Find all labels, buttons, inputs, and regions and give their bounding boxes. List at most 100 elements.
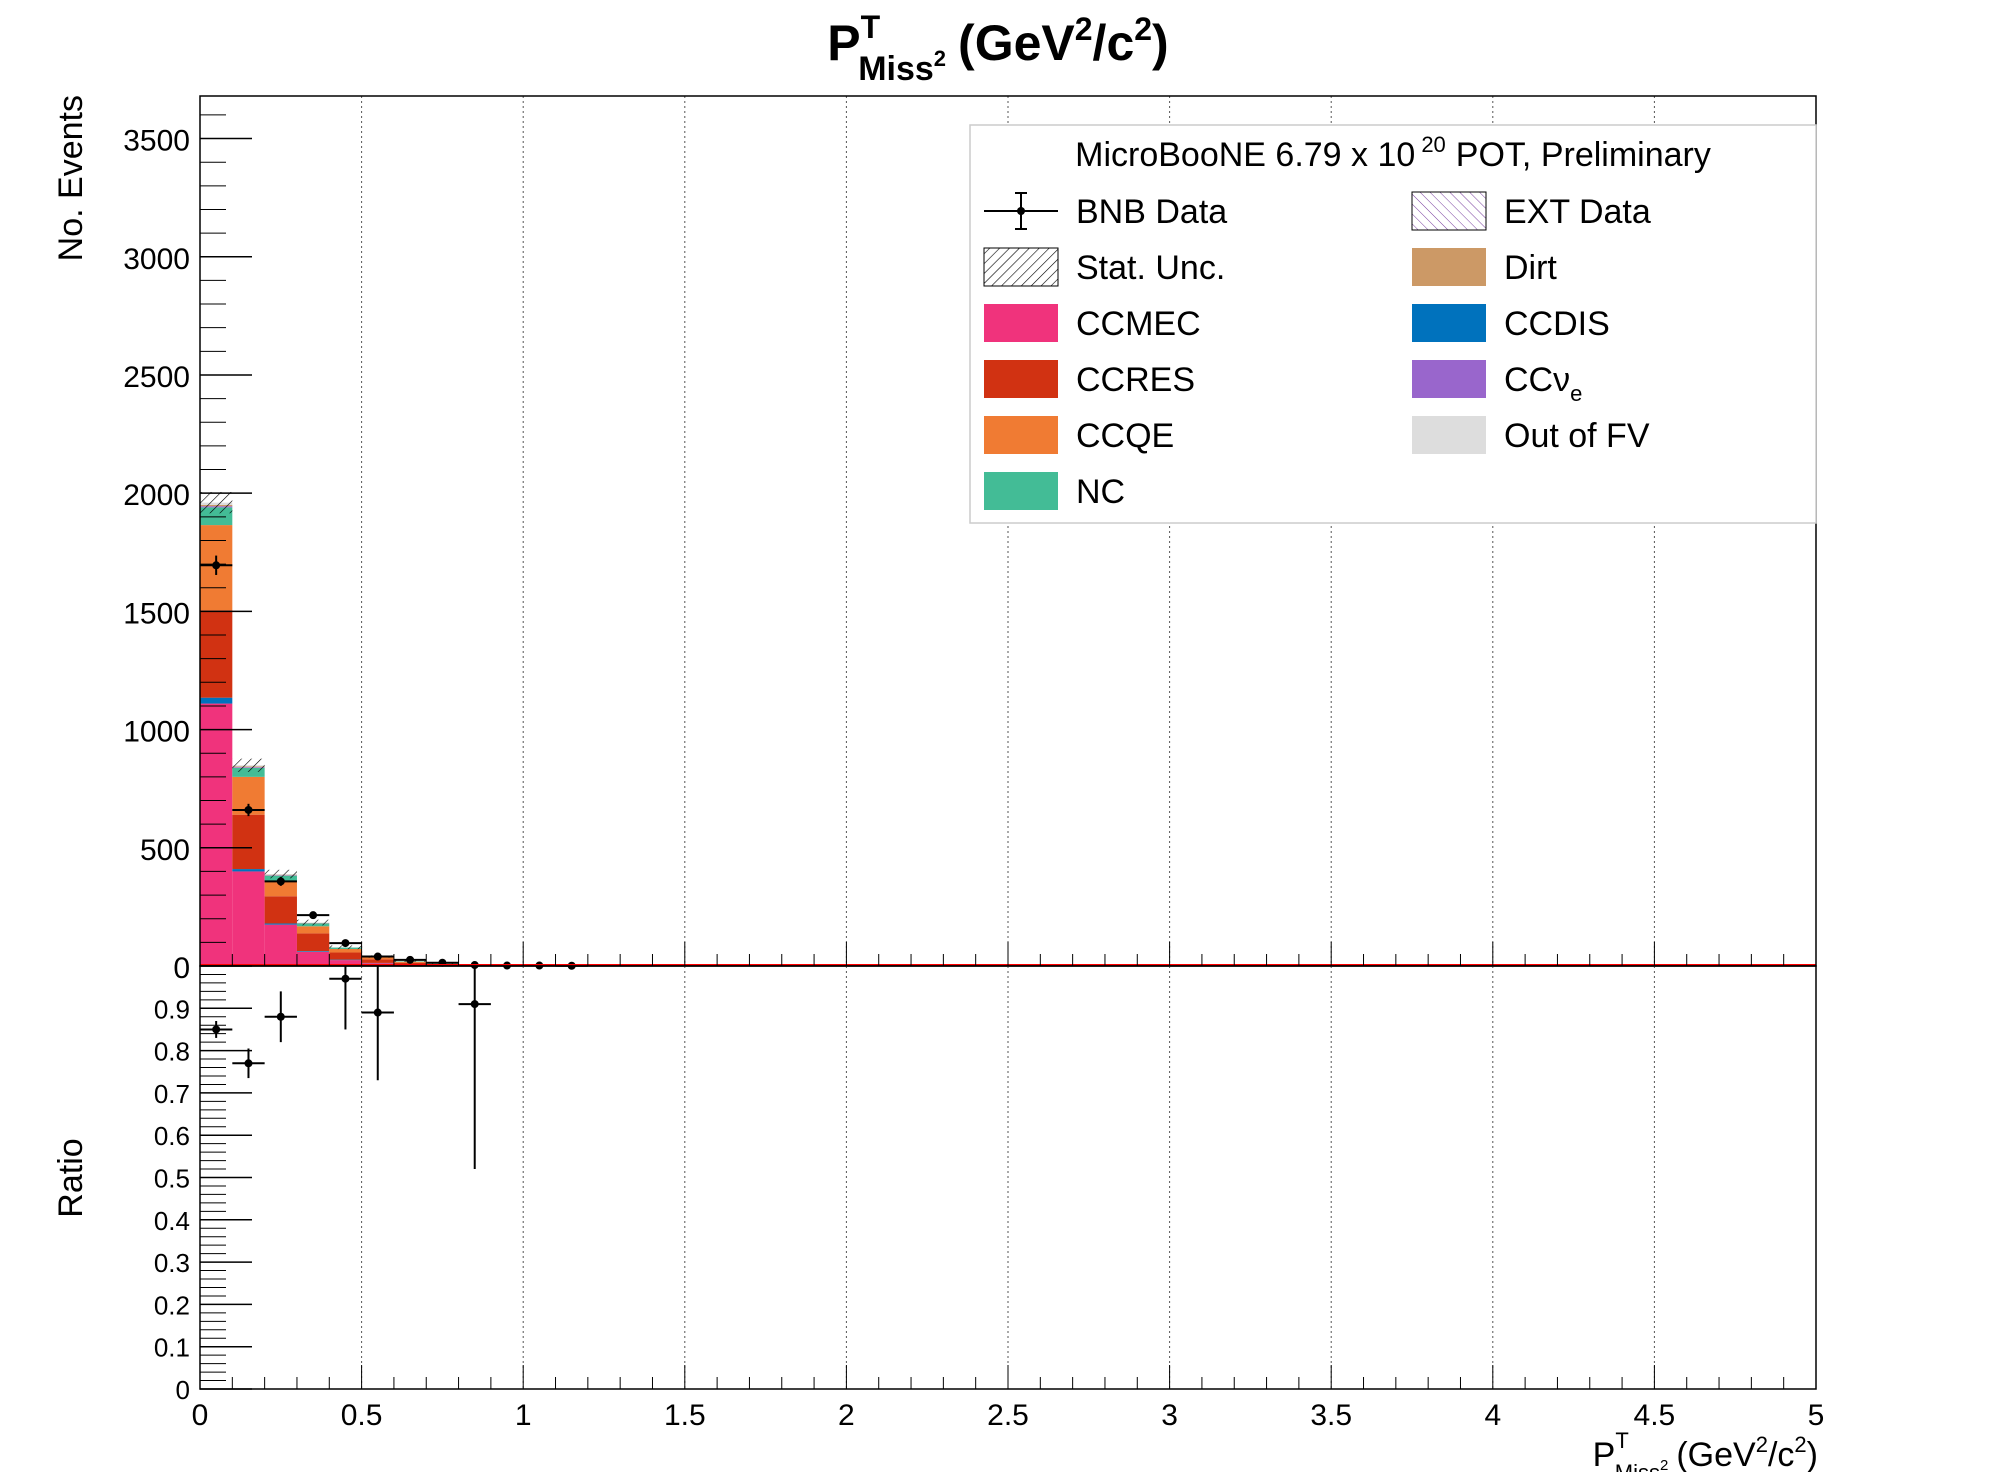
bar-nc xyxy=(232,767,265,777)
top-y-tick-label: 1500 xyxy=(123,597,190,630)
data-point xyxy=(309,911,318,920)
legend-label-right: CCνe xyxy=(1504,361,1582,406)
legend-swatch-stat-unc xyxy=(983,247,1059,287)
bar-ccmec xyxy=(200,703,233,966)
legend-swatch-data-marker xyxy=(1017,207,1025,215)
bottom-y-axis-label: Ratio xyxy=(52,1138,90,1217)
bottom-x-tick-label: 4 xyxy=(1484,1399,1501,1432)
bottom-x-tick-label: 2 xyxy=(838,1399,855,1432)
legend-entries: BNB Data Stat. Unc. CCMEC CCRES CCQE NC EXT Da… xyxy=(983,191,1651,511)
legend-swatch-ccdis xyxy=(1412,304,1486,342)
top-y-axis-label: No. Events xyxy=(52,95,90,261)
data-point xyxy=(276,877,285,886)
top-y-tick-label: 3500 xyxy=(123,125,190,158)
bottom-x-tick-label: 1.5 xyxy=(664,1399,706,1432)
bar-ccqe xyxy=(264,880,297,897)
top-y-axis: 0 500 1000 1500 2000 2500 3000 3500 xyxy=(123,114,252,985)
bar-ccqe xyxy=(329,948,362,953)
bar-ccdis xyxy=(296,951,330,952)
data-point xyxy=(212,561,221,570)
legend-swatch-out-of-fv xyxy=(1412,416,1486,454)
legend-label-left: CCRES xyxy=(1076,361,1195,399)
legend: MicroBooNE 6.79 x 10 20 POT, Preliminary B… xyxy=(969,124,1817,524)
bar-ccres xyxy=(296,933,330,952)
ratio-point xyxy=(276,1012,285,1021)
bar-ccmec xyxy=(296,951,330,966)
bottom-gridlines xyxy=(361,966,1655,1389)
bottom-x-tick-label: 0.5 xyxy=(341,1399,383,1432)
legend-label-left: NC xyxy=(1076,473,1125,511)
bottom-y-tick-label: 0.5 xyxy=(154,1164,190,1194)
bar-ccdis xyxy=(200,697,233,704)
bar-ccmec xyxy=(232,871,265,966)
top-y-tick-label: 0 xyxy=(173,952,190,985)
bar-ccdis xyxy=(264,923,297,925)
legend-label-right: CCDIS xyxy=(1504,305,1610,343)
ratio-point xyxy=(470,1000,479,1009)
legend-swatch-cc- xyxy=(1412,360,1486,398)
bottom-x-tick-label: 4.5 xyxy=(1634,1399,1676,1432)
legend-label-right: EXT Data xyxy=(1504,193,1651,231)
bottom-x-tick-label: 5 xyxy=(1808,1399,1825,1432)
data-point xyxy=(244,805,253,814)
legend-label-left: CCQE xyxy=(1076,417,1174,455)
bottom-y-tick-label: 0.9 xyxy=(154,994,190,1024)
bottom-y-tick-label: 0.3 xyxy=(154,1248,190,1278)
legend-swatch-ccres xyxy=(984,360,1058,398)
legend-swatch-ccqe xyxy=(984,416,1058,454)
legend-swatch-dirt xyxy=(1412,248,1486,286)
legend-label-left: BNB Data xyxy=(1076,193,1227,231)
bottom-x-tick-label: 2.5 xyxy=(987,1399,1029,1432)
ratio-point xyxy=(212,1025,221,1034)
bar-ccdis xyxy=(232,869,265,872)
bottom-x-tick-label: 3 xyxy=(1161,1399,1178,1432)
bottom-x-tick-label: 1 xyxy=(515,1399,532,1432)
bottom-x-axis: 0 0.5 1 1.5 2 2.5 3 3.5 4 4.5 5 xyxy=(192,1365,1825,1432)
stat-unc-band xyxy=(232,758,265,772)
stacked-bars xyxy=(200,502,524,966)
bar-ccmec xyxy=(329,960,362,966)
ratio-point xyxy=(373,1008,382,1017)
bottom-y-axis: 0 0.1 0.2 0.3 0.4 0.5 0.6 0.7 0.8 0.9 xyxy=(154,973,252,1405)
top-y-tick-label: 1000 xyxy=(123,716,190,749)
bottom-y-tick-label: 0.4 xyxy=(154,1206,190,1236)
top-x-ticks xyxy=(199,942,1817,966)
legend-label-right: Out of FV xyxy=(1504,417,1650,455)
bar-ccmec xyxy=(264,924,297,966)
stat-unc-band xyxy=(200,491,233,514)
bottom-x-tick-label: 3.5 xyxy=(1310,1399,1352,1432)
top-y-tick-label: 500 xyxy=(140,834,190,867)
data-point xyxy=(373,952,382,961)
bottom-y-tick-label: 0 xyxy=(176,1375,190,1405)
bottom-y-tick-label: 0.1 xyxy=(154,1333,190,1363)
top-y-tick-label: 2000 xyxy=(123,479,190,512)
legend-box xyxy=(969,124,1817,524)
legend-header: MicroBooNE 6.79 x 10 20 POT, Preliminary xyxy=(1075,132,1711,174)
bar-ccres xyxy=(329,952,362,960)
bottom-y-tick-label: 0.2 xyxy=(154,1290,190,1320)
legend-swatch-ext-data xyxy=(1411,191,1487,231)
bar-ccres xyxy=(264,896,297,924)
ratio-point xyxy=(244,1059,253,1068)
stat-unc-band xyxy=(264,869,297,879)
chart-title: PT Miss2 (GeV2/c2) xyxy=(827,9,1168,88)
legend-label-left: CCMEC xyxy=(1076,305,1201,343)
bottom-x-tick-label: 0 xyxy=(192,1399,209,1432)
data-point xyxy=(406,955,415,964)
legend-swatch-ccmec xyxy=(984,304,1058,342)
bottom-y-tick-label: 0.8 xyxy=(154,1037,190,1067)
ratio-point xyxy=(341,974,350,983)
top-y-tick-label: 2500 xyxy=(123,361,190,394)
bottom-y-tick-label: 0.7 xyxy=(154,1079,190,1109)
stat-unc-band xyxy=(329,945,362,950)
ratio-points xyxy=(200,966,491,1170)
data-point xyxy=(341,939,350,948)
legend-label-left: Stat. Unc. xyxy=(1076,249,1225,287)
bar-ccres xyxy=(361,959,394,963)
stat-unc-band xyxy=(296,919,330,926)
legend-label-right: Dirt xyxy=(1504,249,1557,287)
top-y-tick-label: 3000 xyxy=(123,243,190,276)
bar-ccres xyxy=(200,610,233,698)
